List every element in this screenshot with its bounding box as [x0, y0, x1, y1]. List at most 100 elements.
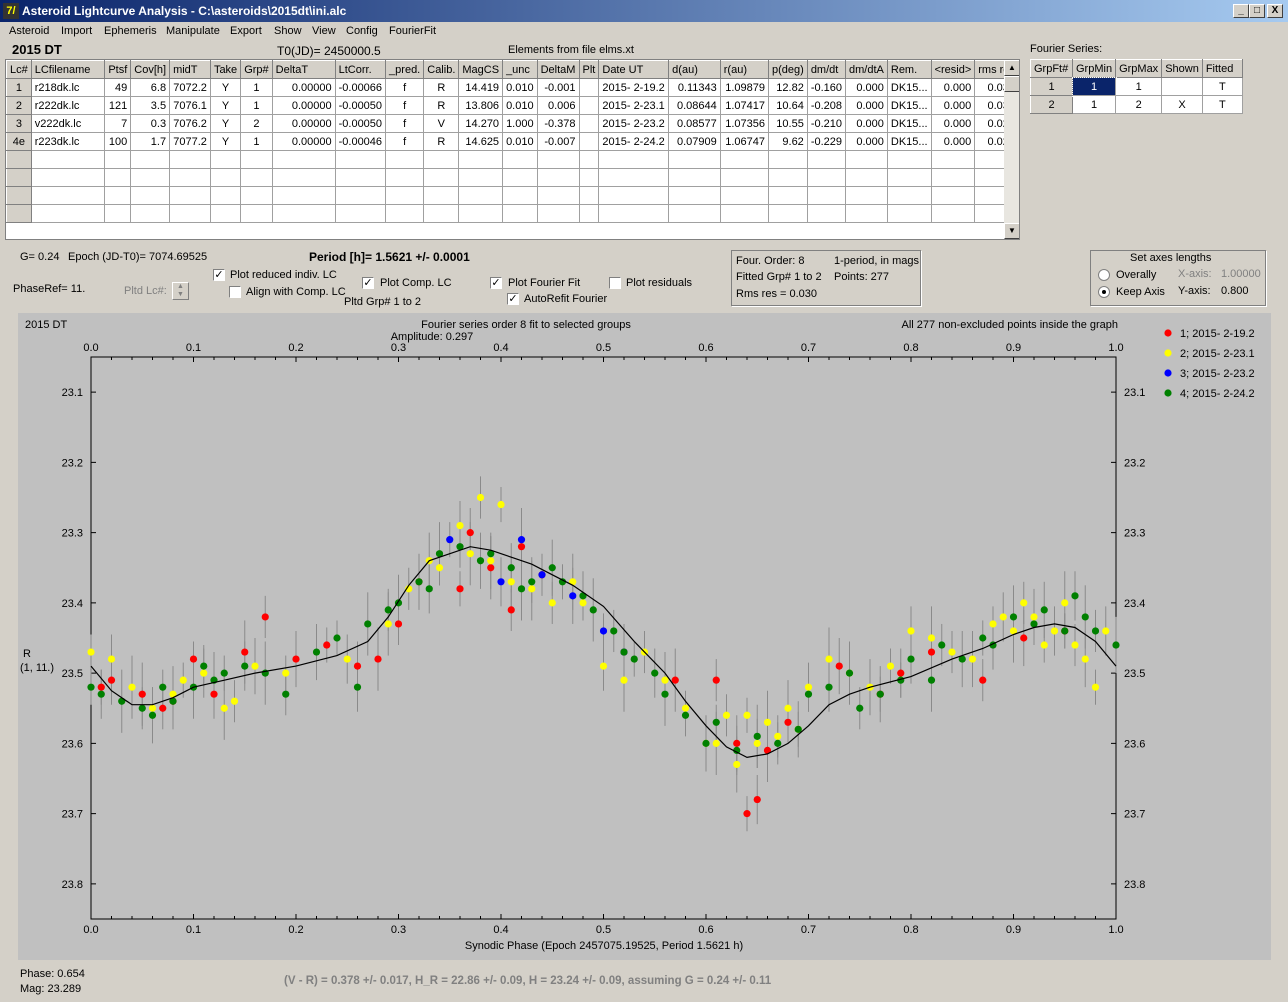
table-cell[interactable]: [598, 168, 670, 187]
table-cell[interactable]: -0.001: [536, 78, 580, 97]
table-cell[interactable]: 0.07909: [668, 132, 721, 151]
table-cell[interactable]: 0.00000: [271, 78, 336, 97]
table-cell[interactable]: [30, 186, 106, 205]
table-cell[interactable]: DK15...: [886, 78, 932, 97]
table-cell[interactable]: [668, 150, 721, 169]
table-cell[interactable]: r223dk.lc: [30, 132, 106, 151]
table-cell[interactable]: 49: [104, 78, 132, 97]
lc-col-header[interactable]: DeltaT: [271, 60, 336, 79]
lc-col-header[interactable]: _unc: [502, 60, 538, 79]
table-cell[interactable]: [423, 168, 460, 187]
scroll-thumb[interactable]: [1004, 76, 1019, 92]
fourier-cell[interactable]: 1: [1071, 76, 1117, 97]
table-cell[interactable]: [30, 168, 106, 187]
lc-col-header[interactable]: Cov[h]: [130, 60, 171, 79]
table-cell[interactable]: [806, 150, 847, 169]
empty-row[interactable]: [6, 168, 1019, 187]
table-cell[interactable]: [668, 204, 721, 223]
table-cell[interactable]: [578, 96, 600, 115]
table-cell[interactable]: 12.82: [768, 78, 808, 97]
align-comp-checkbox[interactable]: [229, 286, 241, 298]
table-cell[interactable]: -0.210: [806, 114, 847, 133]
lc-col-header[interactable]: d(au): [668, 60, 721, 79]
fourier-cell[interactable]: T: [1201, 77, 1243, 96]
table-cell[interactable]: [768, 204, 808, 223]
table-cell[interactable]: [458, 168, 504, 187]
table-cell[interactable]: -0.00050: [334, 114, 387, 133]
table-cell[interactable]: 1: [240, 96, 273, 115]
table-row[interactable]: 1 r218dk.lc 49 6.8 7072.2 Y 1 0.00000 -0.00066 f R…: [6, 78, 1019, 97]
table-cell[interactable]: [104, 150, 132, 169]
table-cell[interactable]: [385, 186, 425, 205]
table-cell[interactable]: 100: [104, 132, 132, 151]
fourier-cell[interactable]: 2: [1030, 95, 1073, 114]
table-cell[interactable]: 3: [6, 114, 32, 133]
empty-row[interactable]: [6, 186, 1019, 205]
table-cell[interactable]: [130, 186, 171, 205]
table-cell[interactable]: 6.8: [130, 78, 171, 97]
table-cell[interactable]: DK15...: [886, 114, 932, 133]
lc-col-header[interactable]: Take: [209, 60, 242, 79]
close-button[interactable]: X: [1267, 4, 1283, 18]
table-cell[interactable]: [169, 204, 211, 223]
fourier-cell[interactable]: 2: [1115, 95, 1163, 114]
table-cell[interactable]: 0.010: [502, 96, 538, 115]
table-cell[interactable]: 1.09879: [719, 78, 770, 97]
table-cell[interactable]: [104, 186, 132, 205]
table-cell[interactable]: Y: [209, 132, 242, 151]
table-cell[interactable]: [169, 168, 211, 187]
lc-col-header[interactable]: r(au): [719, 60, 770, 79]
table-cell[interactable]: 0.000: [845, 78, 888, 97]
table-cell[interactable]: R: [423, 132, 460, 151]
table-cell[interactable]: 10.55: [768, 114, 808, 133]
table-cell[interactable]: [886, 168, 932, 187]
table-cell[interactable]: f: [385, 78, 425, 97]
lc-col-header[interactable]: Date UT: [598, 60, 670, 79]
table-cell[interactable]: 0.000: [930, 78, 976, 97]
table-cell[interactable]: 2015- 2-19.2: [598, 78, 670, 97]
table-cell[interactable]: [271, 204, 336, 223]
table-cell[interactable]: 1.000: [502, 114, 538, 133]
table-cell[interactable]: [385, 168, 425, 187]
table-cell[interactable]: 0.006: [536, 96, 580, 115]
table-cell[interactable]: 0.000: [930, 114, 976, 133]
table-cell[interactable]: 2: [240, 114, 273, 133]
table-cell[interactable]: 2015- 2-24.2: [598, 132, 670, 151]
table-cell[interactable]: [6, 186, 32, 205]
plot-fourier-checkbox[interactable]: ✓: [490, 277, 502, 289]
table-cell[interactable]: [930, 150, 976, 169]
table-cell[interactable]: 0.00000: [271, 132, 336, 151]
empty-row[interactable]: [6, 204, 1019, 223]
table-cell[interactable]: [886, 186, 932, 205]
table-cell[interactable]: [502, 204, 538, 223]
table-cell[interactable]: [502, 186, 538, 205]
table-cell[interactable]: 0.08577: [668, 114, 721, 133]
table-row[interactable]: 2 r222dk.lc 121 3.5 7076.1 Y 1 0.00000 -0.00050 f…: [6, 96, 1019, 115]
keep-axis-radio[interactable]: [1098, 286, 1110, 298]
overally-radio[interactable]: [1098, 269, 1110, 281]
table-cell[interactable]: [930, 168, 976, 187]
table-cell[interactable]: r222dk.lc: [30, 96, 106, 115]
menu-asteroid[interactable]: Asteroid: [9, 25, 50, 37]
table-cell[interactable]: [130, 150, 171, 169]
table-cell[interactable]: [240, 186, 273, 205]
fourier-cell[interactable]: X: [1161, 95, 1203, 114]
table-cell[interactable]: 1.06747: [719, 132, 770, 151]
table-cell[interactable]: [845, 186, 888, 205]
table-cell[interactable]: 4e: [6, 132, 32, 151]
table-cell[interactable]: [334, 150, 387, 169]
table-cell[interactable]: [578, 150, 600, 169]
table-cell[interactable]: R: [423, 96, 460, 115]
table-cell[interactable]: [806, 168, 847, 187]
table-scrollbar[interactable]: ▲ ▼: [1004, 60, 1019, 239]
plot-comp-checkbox[interactable]: ✓: [362, 277, 374, 289]
plot-residuals-checkbox[interactable]: [609, 277, 621, 289]
maximize-button[interactable]: □: [1249, 4, 1265, 18]
fourier-col-header[interactable]: GrpMin: [1071, 59, 1117, 78]
table-cell[interactable]: [271, 186, 336, 205]
table-cell[interactable]: 10.64: [768, 96, 808, 115]
fourier-cell[interactable]: T: [1201, 95, 1243, 114]
table-cell[interactable]: r218dk.lc: [30, 78, 106, 97]
table-cell[interactable]: [104, 204, 132, 223]
table-cell[interactable]: [423, 204, 460, 223]
